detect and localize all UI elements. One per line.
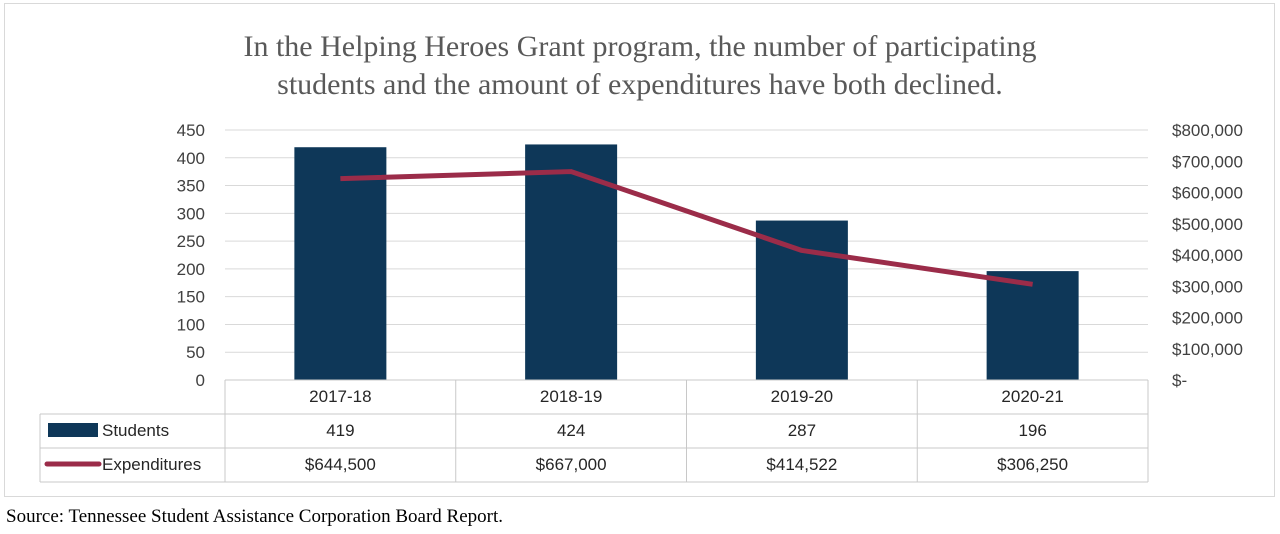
left-tick-label: 400	[177, 149, 205, 168]
legend-label: Students	[102, 421, 169, 440]
chart-title-line-2: students and the amount of expenditures …	[277, 68, 1003, 101]
right-tick-label: $600,000	[1172, 184, 1243, 203]
table-value: $414,522	[766, 455, 837, 474]
chart-title: In the Helping Heroes Grant program, the…	[243, 30, 1036, 101]
right-tick-label: $100,000	[1172, 340, 1243, 359]
table-value: $644,500	[305, 455, 376, 474]
left-tick-label: 300	[177, 204, 205, 223]
left-tick-label: 150	[177, 288, 205, 307]
left-tick-label: 50	[186, 343, 205, 362]
bar-students	[986, 271, 1079, 380]
right-tick-label: $700,000	[1172, 152, 1243, 171]
bar-students	[525, 144, 618, 380]
table-value: 287	[788, 421, 816, 440]
right-tick-label: $300,000	[1172, 277, 1243, 296]
legend-label: Expenditures	[102, 455, 201, 474]
source-note: Source: Tennessee Student Assistance Cor…	[6, 506, 503, 527]
left-axis: 0 50 100 150 200 250 300 350 400 450	[177, 121, 205, 390]
table-value: 196	[1018, 421, 1046, 440]
category-label: 2017-18	[309, 387, 371, 406]
chart-svg: In the Helping Heroes Grant program, the…	[39, 30, 1243, 483]
legend-key-students	[48, 423, 98, 437]
data-table: 2017-18 2018-19 2019-20 2020-21 Students 419 4…	[39, 379, 1149, 483]
left-tick-label: 0	[196, 371, 205, 390]
table-value: 424	[557, 421, 585, 440]
right-tick-label: $500,000	[1172, 215, 1243, 234]
right-tick-label: $800,000	[1172, 121, 1243, 140]
right-tick-label: $-	[1172, 371, 1187, 390]
left-tick-label: 200	[177, 260, 205, 279]
table-value: $667,000	[536, 455, 607, 474]
category-label: 2018-19	[540, 387, 602, 406]
bars	[294, 144, 1079, 380]
right-tick-label: $200,000	[1172, 309, 1243, 328]
left-tick-label: 350	[177, 177, 205, 196]
category-label: 2020-21	[1001, 387, 1063, 406]
bar-students	[755, 220, 848, 380]
left-tick-label: 100	[177, 315, 205, 334]
bar-students	[294, 147, 387, 380]
right-tick-label: $400,000	[1172, 246, 1243, 265]
left-tick-label: 250	[177, 232, 205, 251]
expenditures-line-layer	[340, 169, 1033, 287]
chart-frame	[4, 3, 1275, 497]
right-axis: $- $100,000 $200,000 $300,000 $400,000 $500,0…	[1172, 121, 1243, 390]
category-label: 2019-20	[771, 387, 833, 406]
table-value: $306,250	[997, 455, 1068, 474]
expenditures-line	[340, 169, 1033, 287]
left-tick-label: 450	[177, 121, 205, 140]
table-value: 419	[326, 421, 354, 440]
chart-title-line-1: In the Helping Heroes Grant program, the…	[243, 30, 1036, 63]
